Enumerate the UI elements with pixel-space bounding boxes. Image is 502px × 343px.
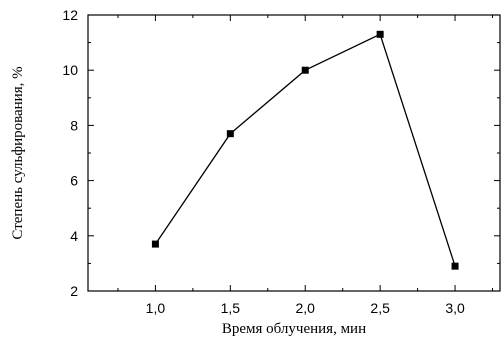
data-point [151, 240, 159, 248]
x-tick-label: 2,0 [296, 300, 316, 316]
data-point [451, 262, 459, 270]
data-point [301, 66, 309, 74]
y-tick-label: 10 [62, 62, 78, 78]
y-axis-ticks [88, 14, 500, 292]
x-tick-label: 3,0 [445, 300, 465, 316]
plot-frame [87, 14, 501, 292]
y-tick-label: 4 [70, 228, 78, 244]
y-tick-label: 8 [70, 117, 78, 133]
y-axis-tick-labels: 2 4 6 8 10 12 [62, 7, 78, 299]
y-tick-label: 2 [70, 283, 78, 299]
data-point [376, 30, 384, 38]
y-tick-label: 12 [62, 7, 78, 23]
data-markers [151, 30, 459, 270]
x-tick-label: 1,5 [221, 300, 241, 316]
x-axis-tick-labels: 1,0 1,5 2,0 2,5 3,0 [146, 300, 465, 316]
x-axis-title: Время облучения, мин [222, 321, 366, 337]
y-tick-label: 6 [70, 173, 78, 189]
x-tick-label: 2,5 [370, 300, 390, 316]
y-axis-title: Степень сульфирования, % [10, 66, 26, 239]
data-point [226, 130, 234, 138]
x-tick-label: 1,0 [146, 300, 166, 316]
x-axis-ticks [117, 15, 494, 291]
